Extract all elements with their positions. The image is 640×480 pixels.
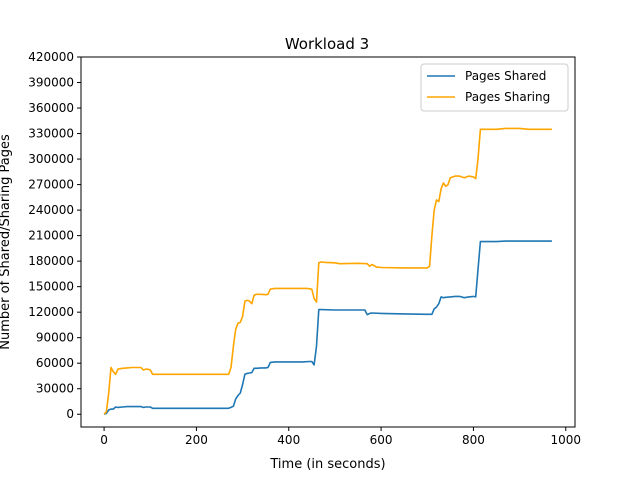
- y-tick-label: 0: [66, 407, 74, 421]
- x-tick-label: 200: [185, 433, 208, 447]
- x-tick-label: 1000: [550, 433, 581, 447]
- y-tick-label: 60000: [36, 356, 74, 370]
- x-tick-label: 0: [100, 433, 108, 447]
- series-lines: [103, 127, 552, 415]
- y-tick-label: 240000: [28, 203, 74, 217]
- legend-label: Pages Shared: [465, 69, 546, 83]
- x-tick-label: 400: [277, 433, 300, 447]
- y-tick-label: 420000: [28, 50, 74, 64]
- y-tick-label: 210000: [28, 229, 74, 243]
- y-tick-label: 390000: [28, 76, 74, 90]
- series-line-0: [103, 240, 552, 415]
- y-tick-label: 300000: [28, 152, 74, 166]
- y-tick-label: 360000: [28, 101, 74, 115]
- y-tick-label: 150000: [28, 280, 74, 294]
- y-tick-label: 180000: [28, 254, 74, 268]
- y-tick-label: 330000: [28, 127, 74, 141]
- plot-frame: [80, 56, 576, 428]
- y-tick-label: 30000: [36, 382, 74, 396]
- legend-label: Pages Sharing: [465, 90, 550, 104]
- axes-ticks: 0 200 400 600 800 1000 0 30000 60000 90000 120000 1…: [28, 50, 581, 447]
- x-axis-label: Time (in seconds): [269, 457, 385, 472]
- y-tick-label: 120000: [28, 305, 74, 319]
- y-tick-label: 90000: [36, 331, 74, 345]
- legend: Pages Shared Pages Sharing: [420, 63, 569, 112]
- legend-box: [420, 63, 569, 112]
- series-line-1: [103, 127, 552, 415]
- y-axis-label: Number of Shared/Sharing Pages: [0, 134, 13, 350]
- y-tick-label: 270000: [28, 178, 74, 192]
- x-tick-label: 600: [370, 433, 393, 447]
- chart-title: Workload 3: [285, 35, 369, 53]
- x-tick-label: 800: [462, 433, 485, 447]
